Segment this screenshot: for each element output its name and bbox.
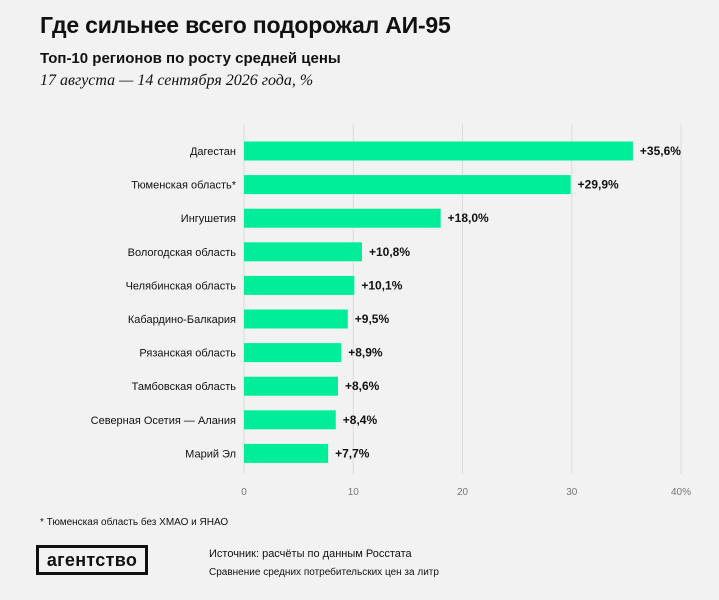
category-label: Тюменская область* — [131, 180, 237, 192]
value-label: +9,5% — [355, 312, 390, 326]
category-label: Ингушетия — [181, 213, 236, 225]
category-label: Вологодская область — [128, 247, 237, 259]
value-label: +8,9% — [348, 346, 383, 360]
category-label: Рязанская область — [139, 348, 236, 360]
category-label: Челябинская область — [126, 280, 237, 292]
value-label: +18,0% — [448, 211, 489, 225]
category-label: Марий Эл — [185, 448, 236, 460]
bar — [244, 242, 362, 262]
x-tick-label: 10 — [348, 487, 360, 498]
value-label: +29,9% — [578, 178, 619, 192]
category-label: Дагестан — [190, 146, 236, 158]
source-text: Источник: расчёты по данным Росстата — [209, 548, 412, 560]
bar — [244, 376, 338, 396]
value-label: +8,6% — [345, 379, 380, 393]
value-label: +35,6% — [640, 144, 681, 158]
value-label: +10,8% — [369, 245, 410, 259]
value-label: +10,1% — [361, 278, 402, 292]
bar — [244, 175, 571, 195]
bar — [244, 343, 342, 363]
bar — [244, 309, 348, 329]
value-label: +7,7% — [335, 446, 370, 460]
value-label: +8,4% — [343, 413, 378, 427]
x-tick-label: 40% — [671, 487, 691, 498]
agentstvo-logo: агентство — [36, 545, 148, 575]
bar-chart: 0 10 20 30 40% Дагестан +35,6% Тюменская област… — [91, 124, 691, 498]
chart-subtitle: Топ-10 регионов по росту средней цены — [40, 50, 341, 67]
category-label: Кабардино-Балкария — [128, 314, 236, 326]
bar — [244, 141, 633, 161]
x-tick-label: 0 — [241, 487, 247, 498]
category-label: Тамбовская область — [132, 381, 237, 393]
category-label: Северная Осетия — Алания — [91, 415, 236, 427]
bar — [244, 443, 329, 463]
x-tick-label: 30 — [566, 487, 578, 498]
footnote: * Тюменская область без ХМАО и ЯНАО — [40, 517, 229, 528]
note-text: Сравнение средних потребительских цен за… — [209, 567, 439, 578]
bar — [244, 208, 441, 228]
x-tick-label: 20 — [457, 487, 469, 498]
chart-period: 17 августа — 14 сентября 2026 года, % — [40, 72, 314, 89]
bar — [244, 410, 336, 430]
chart-title: Где сильнее всего подорожал АИ-95 — [40, 12, 451, 38]
bar — [244, 275, 355, 295]
